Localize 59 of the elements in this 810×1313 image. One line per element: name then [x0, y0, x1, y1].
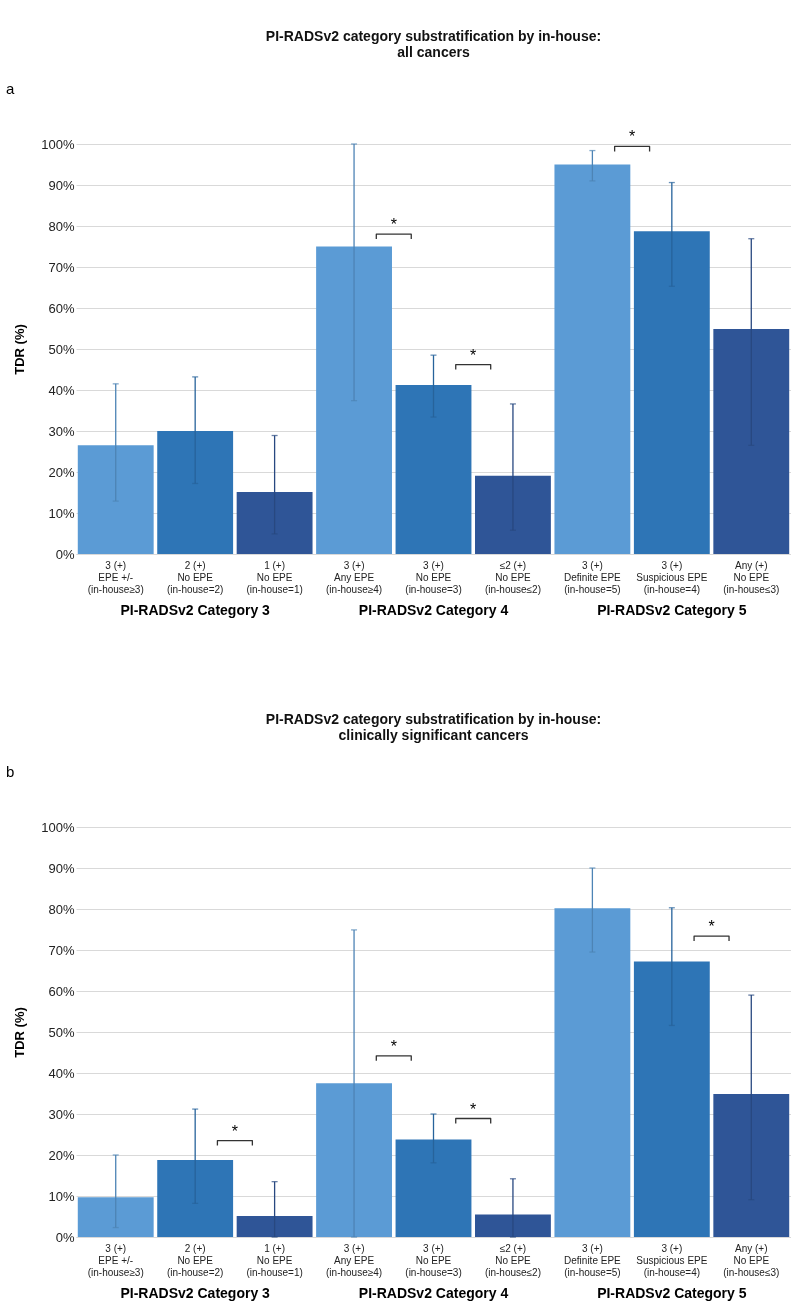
- y-axis-title: TDR (%): [12, 1007, 28, 1058]
- text: PI-RADSv2 Category 4: [358, 602, 509, 618]
- y-tick-label: 40%: [48, 1065, 75, 1081]
- x-tick-label: 3 (+) EPE +/- (in-house≥3): [87, 559, 144, 595]
- y-tick-label: 0%: [55, 546, 75, 562]
- text: PI-RADSv2 Category 3: [120, 1285, 271, 1301]
- x-tick-label: Any (+) No EPE (in-house≤3): [723, 1242, 780, 1278]
- y-axis-title: TDR (%): [12, 324, 28, 375]
- y-tick-label: 80%: [48, 218, 75, 234]
- y-tick-label: 100%: [41, 136, 75, 152]
- y-tick-label: 30%: [48, 1106, 75, 1122]
- y-tick-label: 60%: [48, 983, 75, 999]
- x-tick-label: 2 (+) No EPE (in-house=2): [166, 559, 224, 595]
- x-tick-label: ≤2 (+) No EPE (in-house≤2): [484, 1242, 541, 1278]
- x-tick-label: 3 (+) EPE +/- (in-house≥3): [87, 1242, 144, 1278]
- y-tick-label: 50%: [48, 341, 75, 357]
- x-tick-label: 3 (+) Definite EPE (in-house=5): [564, 1242, 622, 1278]
- x-tick-label: 1 (+) No EPE (in-house=1): [246, 1242, 303, 1278]
- annotation: *: [470, 1100, 477, 1118]
- x-tick-label: ≤2 (+) No EPE (in-house≤2): [484, 559, 541, 595]
- annotation: *: [231, 1122, 239, 1140]
- x-tick-label: 2 (+) No EPE (in-house=2): [166, 1242, 224, 1278]
- annotation: *: [390, 1037, 397, 1055]
- text: a: [6, 80, 15, 97]
- y-tick-label: 60%: [48, 300, 75, 316]
- y-tick-label: 90%: [48, 860, 75, 876]
- text: b: [6, 763, 15, 780]
- text: PI-RADSv2 Category 4: [358, 1285, 509, 1301]
- y-tick-label: 10%: [48, 1188, 75, 1204]
- y-tick-label: 20%: [48, 1147, 75, 1163]
- y-tick-label: 70%: [48, 942, 75, 958]
- x-tick-label: 3 (+) Definite EPE (in-house=5): [564, 559, 622, 595]
- text: PI-RADSv2 Category 5: [597, 602, 747, 618]
- y-tick-label: 90%: [48, 177, 75, 193]
- text: PI-RADSv2 Category 3: [120, 602, 271, 618]
- y-tick-label: 80%: [48, 901, 75, 917]
- x-tick-label: 3 (+) No EPE (in-house=3): [405, 1242, 462, 1278]
- x-tick-label: 3 (+) Any EPE (in-house≥4): [326, 559, 383, 595]
- annotation: *: [628, 128, 636, 146]
- y-tick-label: 40%: [48, 382, 75, 398]
- y-tick-label: 30%: [48, 423, 75, 439]
- x-tick-label: 3 (+) Suspicious EPE (in-house=4): [636, 559, 708, 595]
- y-tick-label: 100%: [41, 819, 75, 835]
- x-tick-label: 1 (+) No EPE (in-house=1): [246, 559, 303, 595]
- y-tick-label: 50%: [48, 1024, 75, 1040]
- x-tick-label: 3 (+) Suspicious EPE (in-house=4): [636, 1242, 708, 1278]
- text: PI-RADSv2 Category 5: [597, 1285, 747, 1301]
- y-tick-label: 20%: [48, 464, 75, 480]
- annotation: *: [390, 216, 397, 234]
- x-tick-label: 3 (+) Any EPE (in-house≥4): [326, 1242, 383, 1278]
- y-tick-label: 0%: [55, 1229, 75, 1245]
- y-tick-label: 70%: [48, 259, 75, 275]
- chart-title: PI-RADSv2 category substratification by in-house: all cancers: [265, 28, 602, 60]
- annotation: *: [708, 918, 715, 936]
- y-tick-label: 10%: [48, 505, 75, 521]
- x-tick-label: Any (+) No EPE (in-house≤3): [723, 559, 780, 595]
- x-tick-label: 3 (+) No EPE (in-house=3): [405, 559, 462, 595]
- chart-title: PI-RADSv2 category substratification by in-house: clinically significant cancers: [265, 711, 602, 743]
- annotation: *: [470, 346, 477, 364]
